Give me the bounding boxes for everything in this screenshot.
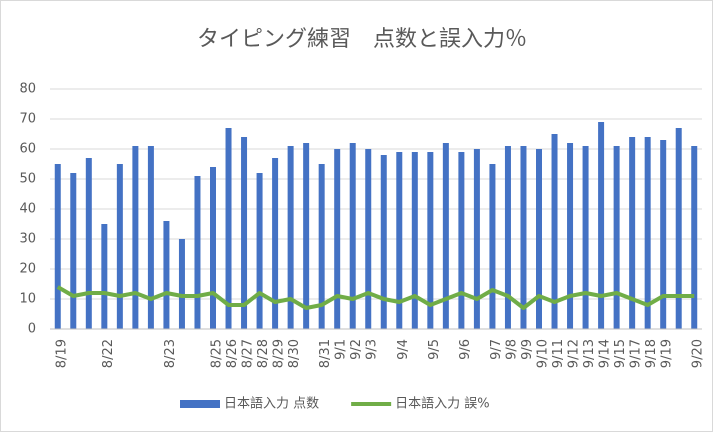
bar <box>318 164 325 329</box>
x-tick-label: 8/22 <box>101 339 116 368</box>
bar <box>178 239 185 329</box>
x-tick-label: 8/25 <box>210 339 225 368</box>
bar <box>116 164 123 329</box>
x-tick-label: 8/31 <box>318 339 333 368</box>
y-tick-label: 70 <box>19 112 36 127</box>
bar <box>442 143 449 329</box>
bar <box>225 128 232 329</box>
bar <box>520 146 527 329</box>
x-tick-label: 8/19 <box>54 339 69 368</box>
x-tick-label: 9/11 <box>551 339 566 368</box>
bar <box>629 137 636 329</box>
bar <box>241 137 248 329</box>
x-tick-label: 8/30 <box>287 339 302 368</box>
legend-label: 日本語入力 点数 <box>224 396 319 412</box>
bar <box>147 146 154 329</box>
x-tick-label: 8/23 <box>163 339 178 368</box>
x-tick-label: 9/15 <box>613 339 628 368</box>
bar <box>473 149 480 329</box>
bar <box>598 122 605 329</box>
bar <box>70 173 77 329</box>
y-tick-label: 0 <box>28 322 36 337</box>
bar <box>536 149 542 329</box>
x-tick-label: 9/20 <box>691 339 706 368</box>
bar <box>551 134 558 329</box>
x-tick-label: 9/13 <box>582 339 597 368</box>
x-tick-label: 9/10 <box>536 339 551 368</box>
legend-swatch <box>180 400 220 408</box>
bar <box>675 128 682 329</box>
bar <box>303 143 310 329</box>
bar <box>365 149 372 329</box>
chart-title: タイピング練習 点数と誤入力％ <box>197 27 527 52</box>
x-tick-label: 9/6 <box>458 339 473 360</box>
bar <box>210 167 216 329</box>
y-tick-label: 50 <box>19 172 36 187</box>
x-tick-label: 9/2 <box>349 339 364 360</box>
legend-label: 日本語入力 誤% <box>395 396 490 412</box>
y-tick-label: 30 <box>19 232 36 247</box>
x-tick-label: 8/27 <box>241 339 256 368</box>
bar <box>567 143 574 329</box>
y-tick-label: 20 <box>19 262 36 277</box>
bar <box>691 146 698 329</box>
y-tick-label: 60 <box>19 142 36 157</box>
bar <box>411 152 418 329</box>
x-tick-label: 9/9 <box>520 339 535 360</box>
x-tick-label: 9/14 <box>598 339 613 368</box>
y-tick-label: 40 <box>19 202 36 217</box>
line <box>56 285 695 310</box>
bar <box>489 164 496 329</box>
bar <box>644 137 651 329</box>
bar <box>613 146 620 329</box>
bar <box>54 164 61 329</box>
bar <box>427 152 434 329</box>
x-tick-label: 9/19 <box>660 339 675 368</box>
x-tick-label: 9/8 <box>504 339 519 360</box>
bar <box>458 152 465 329</box>
x-tick-label: 9/3 <box>365 339 380 360</box>
bar <box>396 152 403 329</box>
y-tick-label: 80 <box>19 82 36 97</box>
bar <box>132 146 139 329</box>
bar <box>380 155 387 329</box>
x-tick-label: 9/7 <box>489 339 504 360</box>
y-tick-label: 10 <box>19 292 36 307</box>
bar <box>660 140 667 329</box>
x-tick-label: 9/5 <box>427 339 442 360</box>
bar <box>85 158 92 329</box>
x-tick-label: 9/12 <box>567 339 582 368</box>
bar <box>334 149 341 329</box>
bar <box>163 221 170 329</box>
bar <box>349 143 356 329</box>
x-tick-label: 9/17 <box>629 339 644 368</box>
x-tick-label: 9/4 <box>396 339 411 360</box>
bar <box>272 158 279 329</box>
x-tick-label: 8/29 <box>272 339 287 368</box>
x-tick-label: 8/26 <box>225 339 240 368</box>
bar <box>504 146 511 329</box>
x-tick-label: 9/1 <box>334 339 349 360</box>
bar <box>194 176 201 329</box>
x-tick-label: 9/18 <box>644 339 659 368</box>
bar <box>256 173 263 329</box>
bar <box>582 146 589 329</box>
bar <box>287 146 294 329</box>
x-tick-label: 8/28 <box>256 339 271 368</box>
bar <box>101 224 108 329</box>
